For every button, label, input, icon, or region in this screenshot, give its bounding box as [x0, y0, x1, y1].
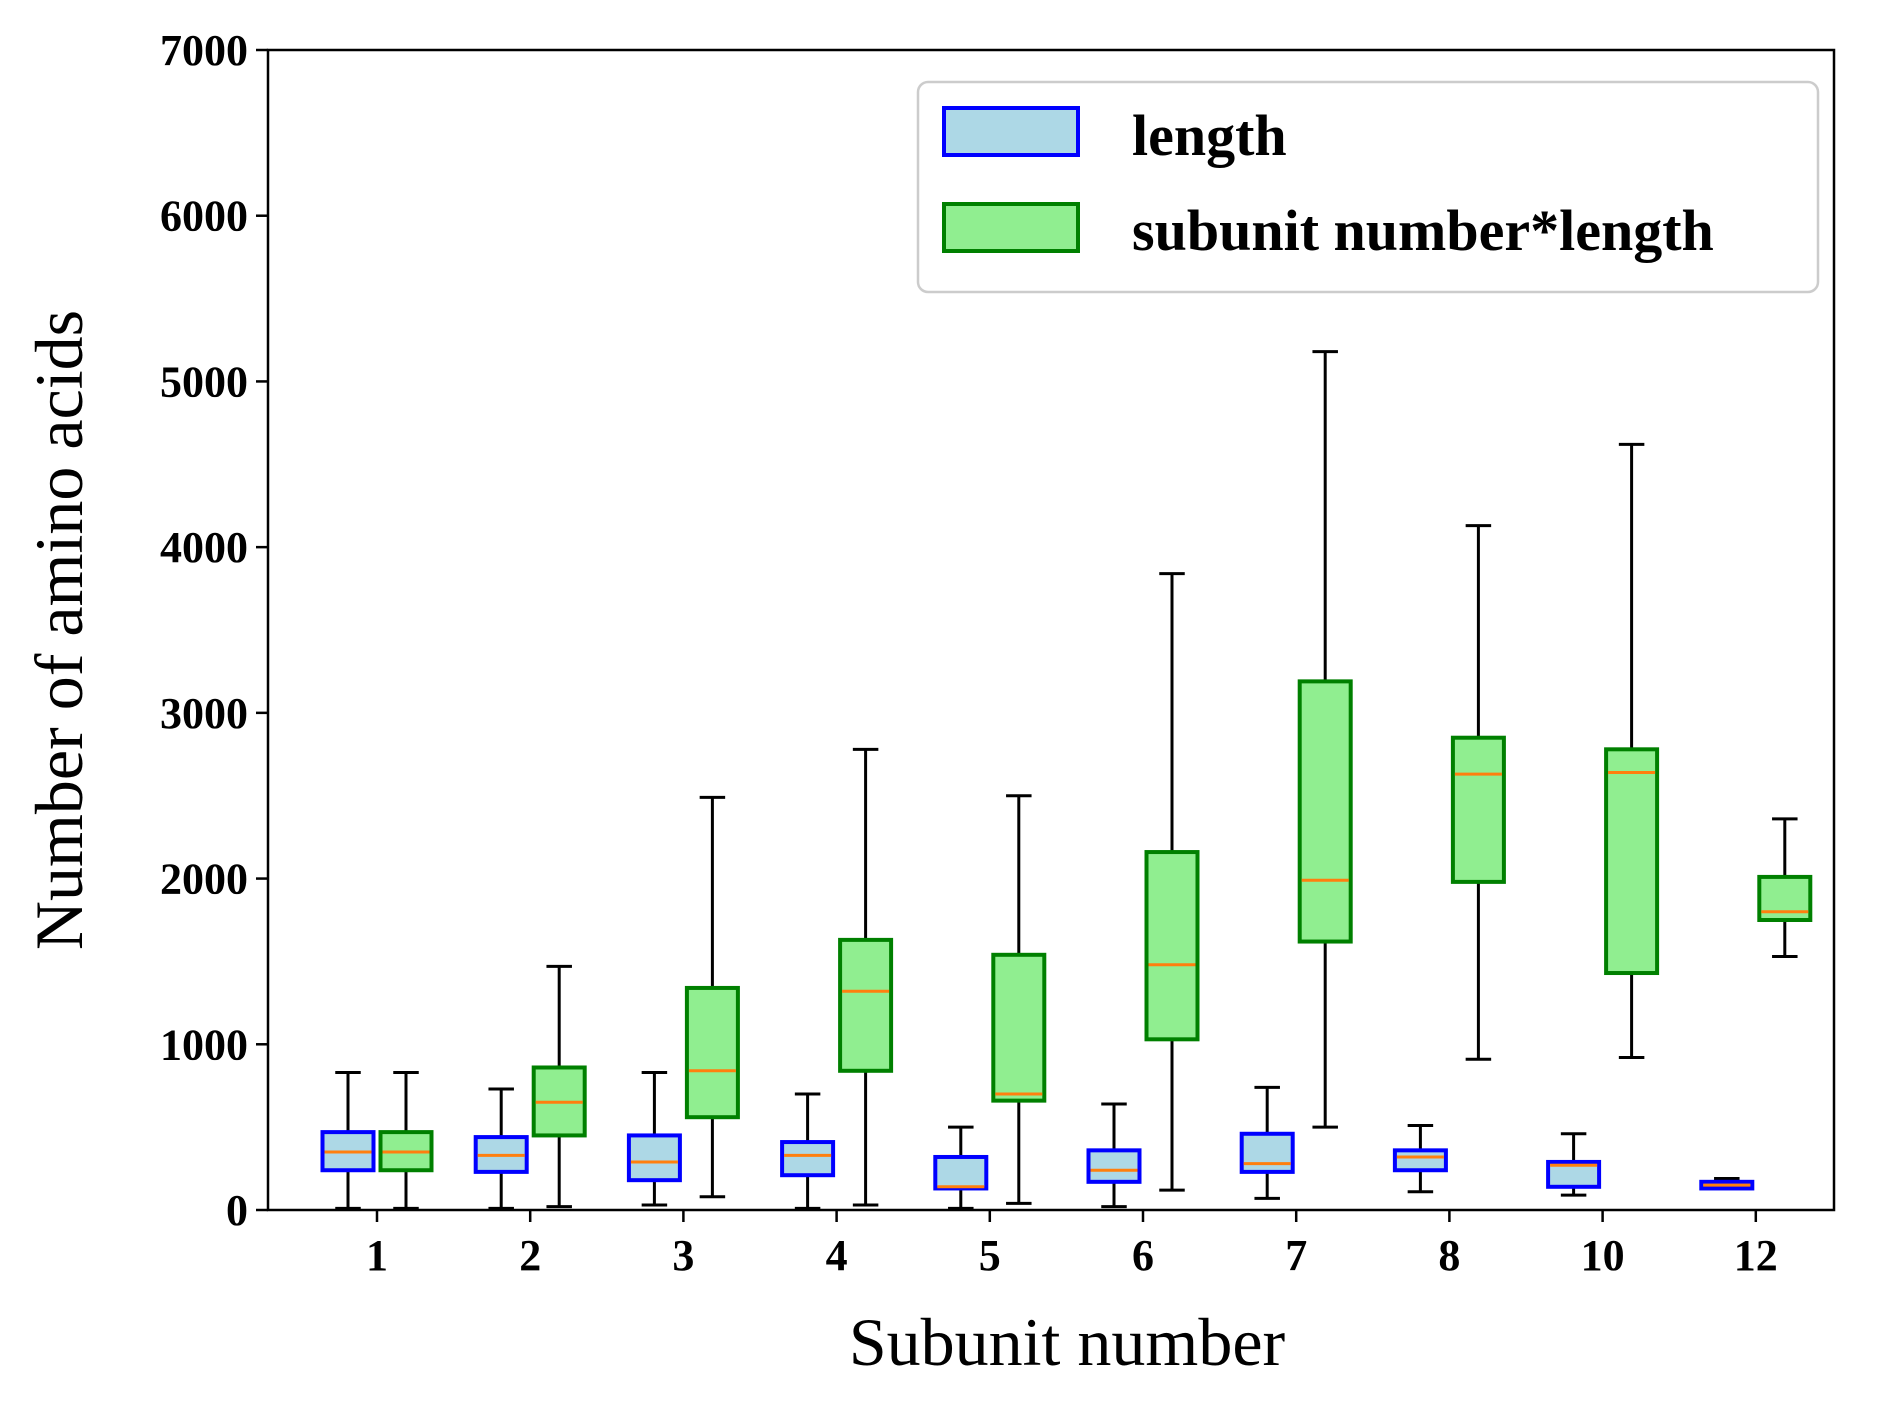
box-iqr — [780, 1140, 836, 1178]
box-iqr — [1144, 850, 1200, 1042]
box-length-12 — [1699, 1177, 1755, 1191]
box-product-2 — [531, 964, 587, 1209]
boxes-layer — [320, 350, 1813, 1210]
box-iqr — [838, 937, 894, 1073]
y-tick-label: 4000 — [160, 523, 248, 572]
box-length-1 — [320, 1070, 376, 1210]
legend-frame — [916, 80, 1820, 294]
x-tick-label: 2 — [519, 1231, 541, 1280]
x-tick-label: 3 — [672, 1231, 694, 1280]
box-product-12 — [1757, 817, 1813, 958]
legend-swatch-product — [942, 202, 1080, 253]
x-tick-label: 4 — [826, 1231, 848, 1280]
box-iqr — [1604, 747, 1660, 976]
box-length-6 — [1086, 1102, 1142, 1209]
box-iqr — [1086, 1148, 1142, 1184]
x-tick-label: 7 — [1285, 1231, 1307, 1280]
y-tick-label: 0 — [226, 1186, 248, 1235]
plot-frame — [266, 48, 1836, 1212]
box-iqr — [684, 985, 740, 1120]
box-iqr — [1450, 735, 1506, 884]
box-product-6 — [1144, 572, 1200, 1192]
y-tick-label: 1000 — [160, 1020, 248, 1069]
box-product-3 — [684, 795, 740, 1199]
box-length-10 — [1546, 1132, 1602, 1197]
legend-label-length: length — [1132, 103, 1287, 168]
box-iqr — [626, 1133, 682, 1183]
box-product-5 — [991, 794, 1047, 1205]
box-length-5 — [933, 1125, 989, 1210]
y-tick-label: 5000 — [160, 357, 248, 406]
x-tick-label: 12 — [1734, 1231, 1778, 1280]
x-axis: 1 2 3 4 5 6 7 8 10 12 — [366, 1210, 1778, 1280]
x-tick-label: 8 — [1438, 1231, 1460, 1280]
x-axis-label: Subunit number — [849, 1304, 1286, 1380]
box-length-7 — [1239, 1085, 1295, 1200]
box-product-8 — [1450, 524, 1506, 1061]
y-tick-label: 7000 — [160, 26, 248, 75]
box-iqr — [1392, 1148, 1448, 1173]
x-tick-label: 10 — [1581, 1231, 1625, 1280]
box-iqr — [991, 952, 1047, 1103]
box-product-1 — [378, 1070, 434, 1210]
y-axis: 0 1000 2000 3000 4000 5000 6000 7000 — [160, 26, 268, 1235]
legend-swatch-length — [942, 106, 1080, 157]
box-length-8 — [1392, 1123, 1448, 1194]
legend: length subunit number*length — [916, 80, 1820, 294]
x-tick-label: 1 — [366, 1231, 388, 1280]
legend-label-product: subunit number*length — [1132, 198, 1714, 263]
x-tick-label: 6 — [1132, 1231, 1154, 1280]
y-tick-label: 3000 — [160, 689, 248, 738]
box-product-7 — [1297, 350, 1353, 1129]
x-tick-label: 5 — [979, 1231, 1001, 1280]
box-iqr — [933, 1154, 989, 1191]
box-length-3 — [626, 1070, 682, 1207]
box-iqr — [1297, 679, 1353, 944]
y-tick-label: 2000 — [160, 855, 248, 904]
box-iqr — [1757, 874, 1813, 923]
box-iqr — [1239, 1131, 1295, 1174]
box-length-4 — [780, 1092, 836, 1210]
y-tick-label: 6000 — [160, 192, 248, 241]
box-product-4 — [838, 747, 894, 1207]
box-length-2 — [473, 1087, 529, 1210]
box-product-10 — [1604, 442, 1660, 1060]
y-axis-label: Number of amino acids — [21, 310, 97, 950]
